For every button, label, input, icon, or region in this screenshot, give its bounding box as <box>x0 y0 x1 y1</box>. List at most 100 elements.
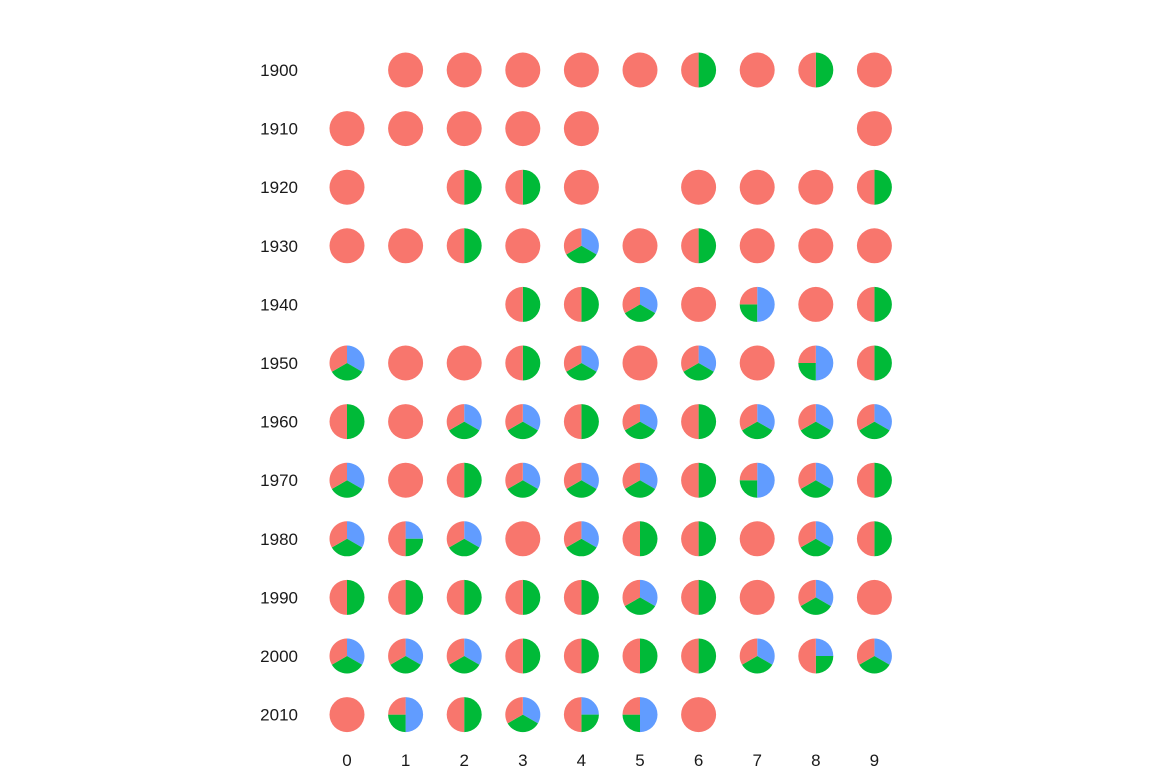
pie-slice-green <box>507 714 538 733</box>
pie-1902 <box>446 52 482 88</box>
pie-2016 <box>681 697 717 733</box>
pie-slice-green <box>581 404 599 440</box>
pie-slice-green <box>815 656 834 674</box>
pie-1930 <box>329 228 365 264</box>
pie-1964 <box>563 404 599 440</box>
pie-1975 <box>622 462 658 498</box>
pie-slice-red <box>505 345 523 381</box>
pie-slice-red <box>681 345 699 372</box>
pie-2007 <box>739 638 775 674</box>
pie-slice-green <box>581 286 599 322</box>
pie-slice-red <box>446 638 465 665</box>
pie-slice-red <box>856 638 875 665</box>
pie-slice-red <box>329 404 347 440</box>
pie-slice-green <box>522 286 541 322</box>
pie-slice-blue <box>757 462 775 498</box>
pie-slice-red <box>329 579 347 615</box>
pie-slice-green <box>566 363 597 381</box>
pie-1987 <box>739 521 775 557</box>
pie-1946 <box>681 286 717 322</box>
pie-slice-red <box>446 169 465 205</box>
pie-slice-green <box>347 404 365 440</box>
pie-slice-green <box>507 421 538 440</box>
pie-2004 <box>563 638 599 674</box>
pie-slice-blue <box>640 697 658 733</box>
pie-slice-red <box>329 345 347 372</box>
pie-slice-red <box>388 345 424 381</box>
pie-2013 <box>505 697 541 733</box>
pie-slice-red <box>329 697 365 733</box>
pie-1981 <box>388 521 424 557</box>
pie-slice-red <box>388 111 424 147</box>
pie-slice-red <box>856 521 875 557</box>
pie-slice-blue <box>640 286 658 314</box>
pie-slice-green <box>449 421 480 440</box>
pie-slice-red <box>856 286 875 322</box>
x-tick-label-0: 0 <box>342 751 351 768</box>
pie-slice-red <box>388 697 406 715</box>
pie-slice-green <box>566 480 597 498</box>
pie-slice-green <box>566 245 597 264</box>
pie-slice-green <box>464 697 482 733</box>
pie-slice-green <box>798 363 816 381</box>
x-axis-tick-labels: 0 1 2 3 4 5 6 7 8 9 <box>342 751 879 768</box>
pie-slice-red <box>563 345 582 372</box>
pie-slice-red <box>563 579 582 615</box>
pie-slice-green <box>624 480 656 498</box>
pie-1953 <box>505 345 541 381</box>
pie-2014 <box>563 697 599 733</box>
pie-1994 <box>563 579 599 615</box>
pie-1929 <box>856 169 892 205</box>
pie-2006 <box>681 638 717 674</box>
pie-slice-red <box>388 404 424 440</box>
pie-1927 <box>739 169 775 205</box>
pie-slice-red <box>388 521 406 557</box>
pie-slice-blue <box>757 286 775 322</box>
pie-1933 <box>505 228 541 264</box>
pie-1920 <box>329 169 365 205</box>
pie-1961 <box>388 404 424 440</box>
pie-slice-red <box>739 462 758 481</box>
pie-slice-green <box>874 521 892 557</box>
pie-1956 <box>681 345 717 381</box>
pie-1984 <box>563 521 599 557</box>
pie-slice-green <box>800 597 831 615</box>
pie-slice-red <box>563 638 582 674</box>
pie-1945 <box>622 286 658 322</box>
pie-1979 <box>856 462 892 498</box>
pie-slice-red <box>681 521 699 557</box>
pie-slice-green <box>581 714 599 733</box>
pie-1948 <box>798 286 834 322</box>
pie-slice-red <box>505 52 541 88</box>
pie-slice-red <box>798 228 834 264</box>
pie-slice-green <box>522 169 541 205</box>
pie-slice-green <box>742 656 773 674</box>
pie-slice-green <box>683 363 714 381</box>
pie-1905 <box>622 52 658 88</box>
pie-1991 <box>388 579 424 615</box>
y-tick-label-1940: 1940 <box>260 295 298 314</box>
pie-1957 <box>739 345 775 381</box>
pie-slice-green <box>640 521 658 557</box>
pie-1906 <box>681 52 717 88</box>
pie-slice-red <box>563 286 582 322</box>
pie-slice-red <box>388 462 424 498</box>
pie-slice-red <box>505 521 541 557</box>
pie-2001 <box>388 638 424 674</box>
pie-1913 <box>505 111 541 147</box>
pie-slice-red <box>739 638 758 665</box>
pie-1963 <box>505 404 541 440</box>
pie-slice-green <box>742 421 773 440</box>
pie-slice-red <box>856 111 892 147</box>
pie-1997 <box>739 579 775 615</box>
pie-slice-blue <box>757 638 775 665</box>
pie-1901 <box>388 52 424 88</box>
pie-slice-red <box>505 462 523 489</box>
pie-slice-green <box>347 579 365 615</box>
pie-1937 <box>739 228 775 264</box>
pie-slice-green <box>874 286 892 322</box>
pie-2011 <box>388 697 424 733</box>
pie-1912 <box>446 111 482 147</box>
pie-slice-red <box>798 404 816 431</box>
